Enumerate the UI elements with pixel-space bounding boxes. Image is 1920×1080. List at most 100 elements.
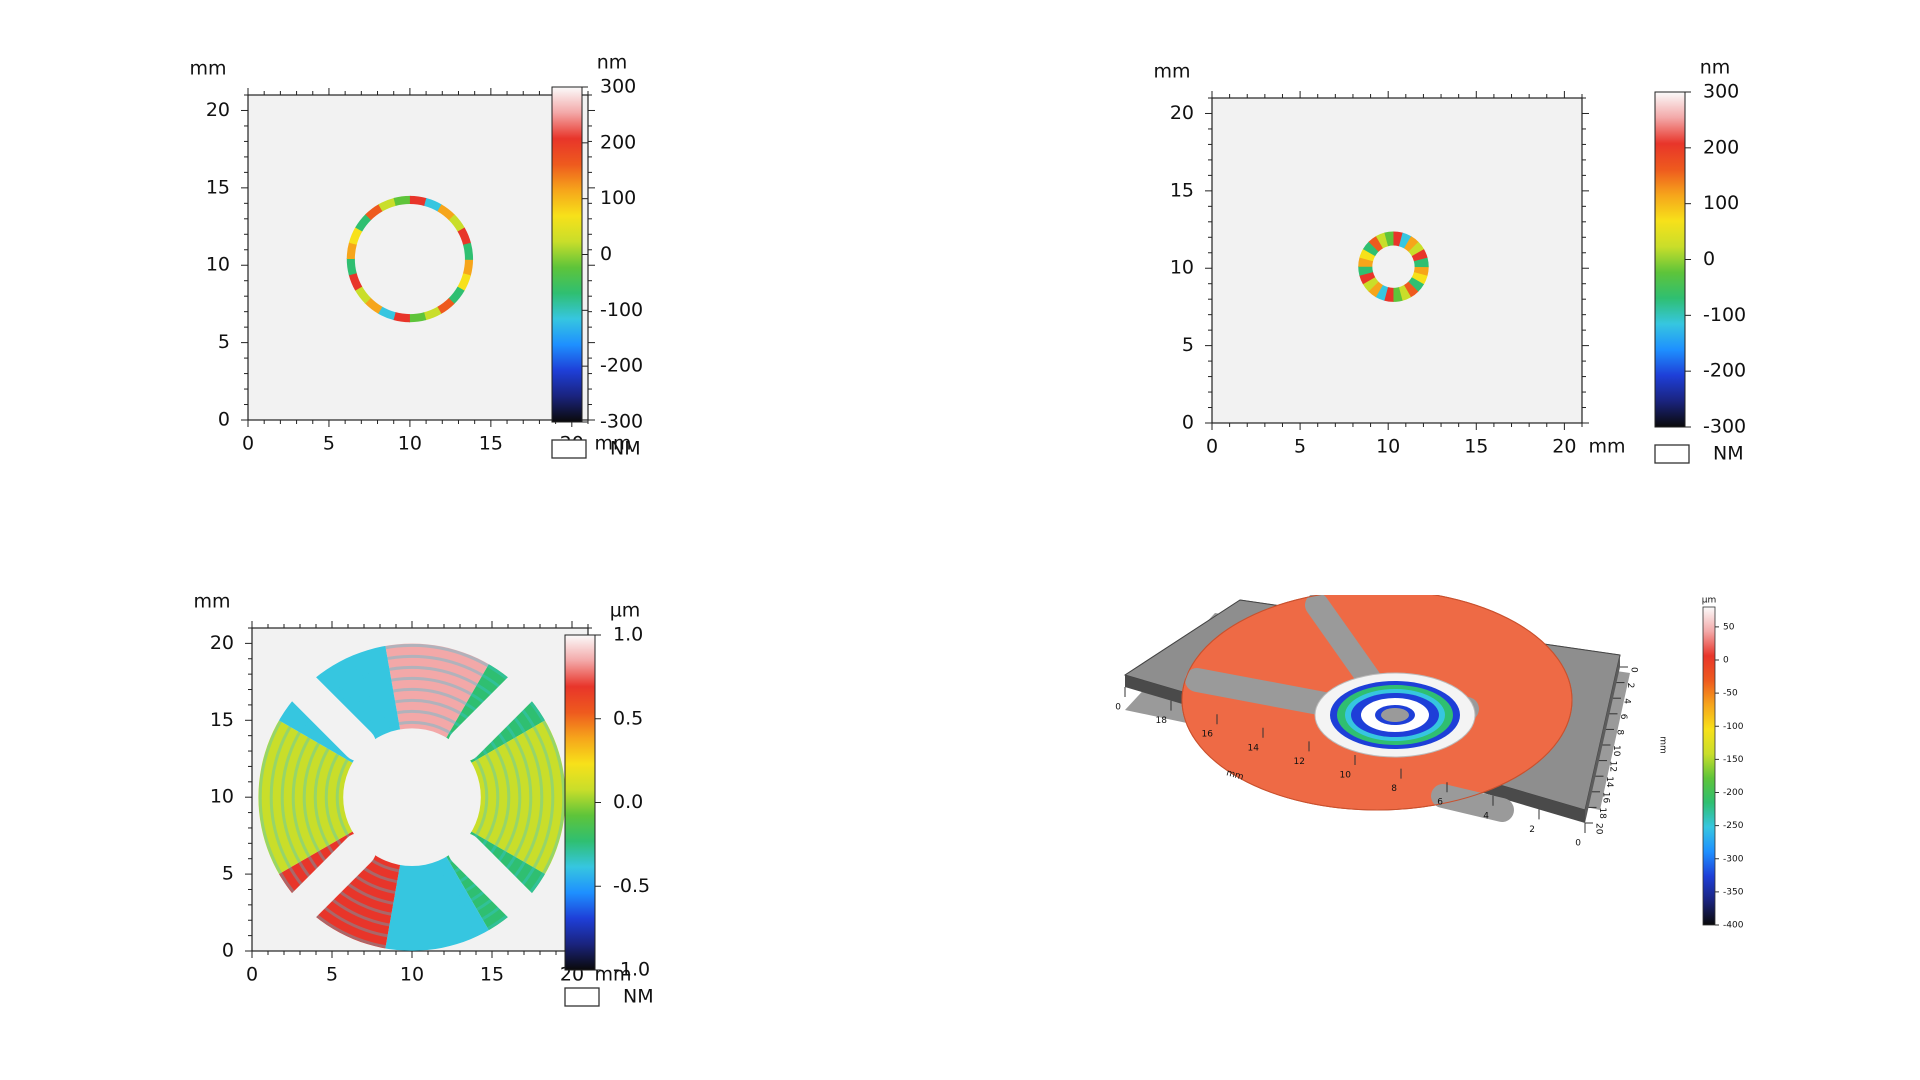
colorbar-tick-label: 1.0 [613,624,643,646]
colorbar-tick-label: 0 [600,243,612,265]
front-axis-tick-label: 8 [1391,784,1397,794]
colorbar-tick-label: -200 [1723,788,1744,798]
ring-segment [1393,231,1404,247]
right-axis-tick-label: 20 [1594,823,1604,835]
ring-segment [1392,287,1403,302]
front-axis-tick-label: 4 [1483,811,1489,821]
x-tick-label: 0 [242,433,254,455]
nm-legend-label: NM [610,438,641,460]
colorbar-tick-label: 200 [1703,136,1739,158]
x-tick-label: 15 [480,964,504,986]
ring-segment [1359,248,1376,262]
washer-slot [447,833,545,930]
x-axis-label: mm [1588,436,1625,458]
ring-segment [1362,241,1379,257]
ring-segment [1384,231,1394,247]
ring-segment [1368,235,1384,252]
center-ring [1381,708,1409,722]
x-tick-label: 10 [400,964,424,986]
data-shapes [1358,231,1429,302]
ring-segment [1398,232,1412,249]
colorbar-tick-label: -100 [600,299,643,321]
washer-slot [279,833,377,930]
axis-ticks [1205,91,1589,430]
y-tick-label: 20 [210,632,234,654]
y-tick-label: 20 [206,99,230,121]
front-axis-label: mm [1225,768,1245,782]
ring-segment [1403,281,1419,298]
y-tick-label: 5 [222,863,234,885]
front-axis-tick-label: 12 [1294,757,1305,767]
colorbar-unit-label: µm [1702,596,1717,606]
x-tick-label: 10 [1376,436,1400,458]
y-tick-label: 10 [1170,257,1194,279]
colorbar-tick-label: 0.0 [613,791,643,813]
colorbar-tick-label: 300 [600,76,636,98]
plot-area [247,94,589,421]
washer-slot [447,664,545,762]
ring-segment [1413,266,1429,277]
x-axis-label: mm [594,433,631,455]
ring-segment [1358,257,1374,267]
front-axis-tick-label: 0 [1575,839,1581,849]
y-tick-label: 10 [210,786,234,808]
x-tick-label: 0 [1206,436,1218,458]
washer-stripe [335,720,489,874]
nm-legend-swatch [564,987,600,1007]
nm-legend-label: NM [623,986,654,1008]
right-axis-tick-label: 14 [1604,776,1614,788]
y-tick-label: 15 [210,709,234,731]
washer-sector [412,717,566,877]
washer-slot [1431,784,1514,822]
washer-slot [279,664,377,762]
heatmap-chart-top-left: 0510152005101520mmmm3002001000-100-200-3… [189,52,643,460]
x-tick-label: 5 [1294,436,1306,458]
front-axis-tick-label: 2 [1529,825,1535,835]
surface-3d-chart: 20181614121086420mm02468101214161820mm50… [1110,589,1744,931]
y-tick-label: 15 [1170,179,1194,201]
colorbar-tick-label: 100 [1703,192,1739,214]
colorbar-unit-label: nm [1700,60,1731,79]
y-axis-label: mm [1153,61,1190,83]
nm-legend-swatch [551,439,587,459]
right-axis-tick-label: 18 [1597,807,1607,819]
ring-segment [1398,284,1412,301]
washer-stripe [280,665,544,929]
ring-segment [1383,286,1394,302]
y-axis-label: mm [189,58,226,80]
ring-segment [1408,277,1424,292]
washer-stripe [258,643,566,951]
y-tick-label: 0 [1182,412,1194,434]
front-axis-tick-label: 14 [1248,743,1260,753]
surface-3d-panel: 20181614121086420mm02468101214161820mm50… [1110,589,1775,1015]
ring-segment [1358,266,1374,276]
washer-slot [1185,668,1347,718]
y-tick-label: 0 [218,409,230,431]
colorbar-tick-label: 0.5 [613,707,643,729]
right-axis-tick-label: 4 [1622,698,1632,704]
colorbar-tick-label: -350 [1723,887,1744,897]
y-tick-label: 0 [222,940,234,962]
ring-segment [1411,271,1428,285]
colorbar-tick-label: -200 [1703,360,1746,382]
ring-segment [463,242,474,260]
colorbar-tick-label: 50 [1723,622,1735,632]
colorbar-tick-label: -200 [600,355,643,377]
colorbar [1654,91,1686,428]
colorbar-tick-label: -250 [1723,821,1744,831]
washer-stripe [291,676,533,918]
x-tick-label: 5 [323,433,335,455]
right-axis-tick-label: 12 [1608,761,1618,772]
ring-segment [393,195,411,206]
colorbar-tick-label: -1.0 [613,959,650,981]
x-tick-label: 10 [398,433,422,455]
x-tick-label: 15 [479,433,503,455]
ring-segment [346,241,357,260]
y-axis-label: mm [193,591,230,613]
washer-sector [258,717,412,877]
washer-stripe [302,687,522,907]
right-axis-tick-label: 10 [1611,745,1621,757]
colorbar-unit-label: nm [597,55,628,74]
heatmap-panel-top-right: 0 5 10 15 20 0 5 10 15 20 mm mm 300 200 100 0 -100 -200 -3… [1115,57,1775,510]
colorbar-tick-label: -300 [1723,854,1744,864]
